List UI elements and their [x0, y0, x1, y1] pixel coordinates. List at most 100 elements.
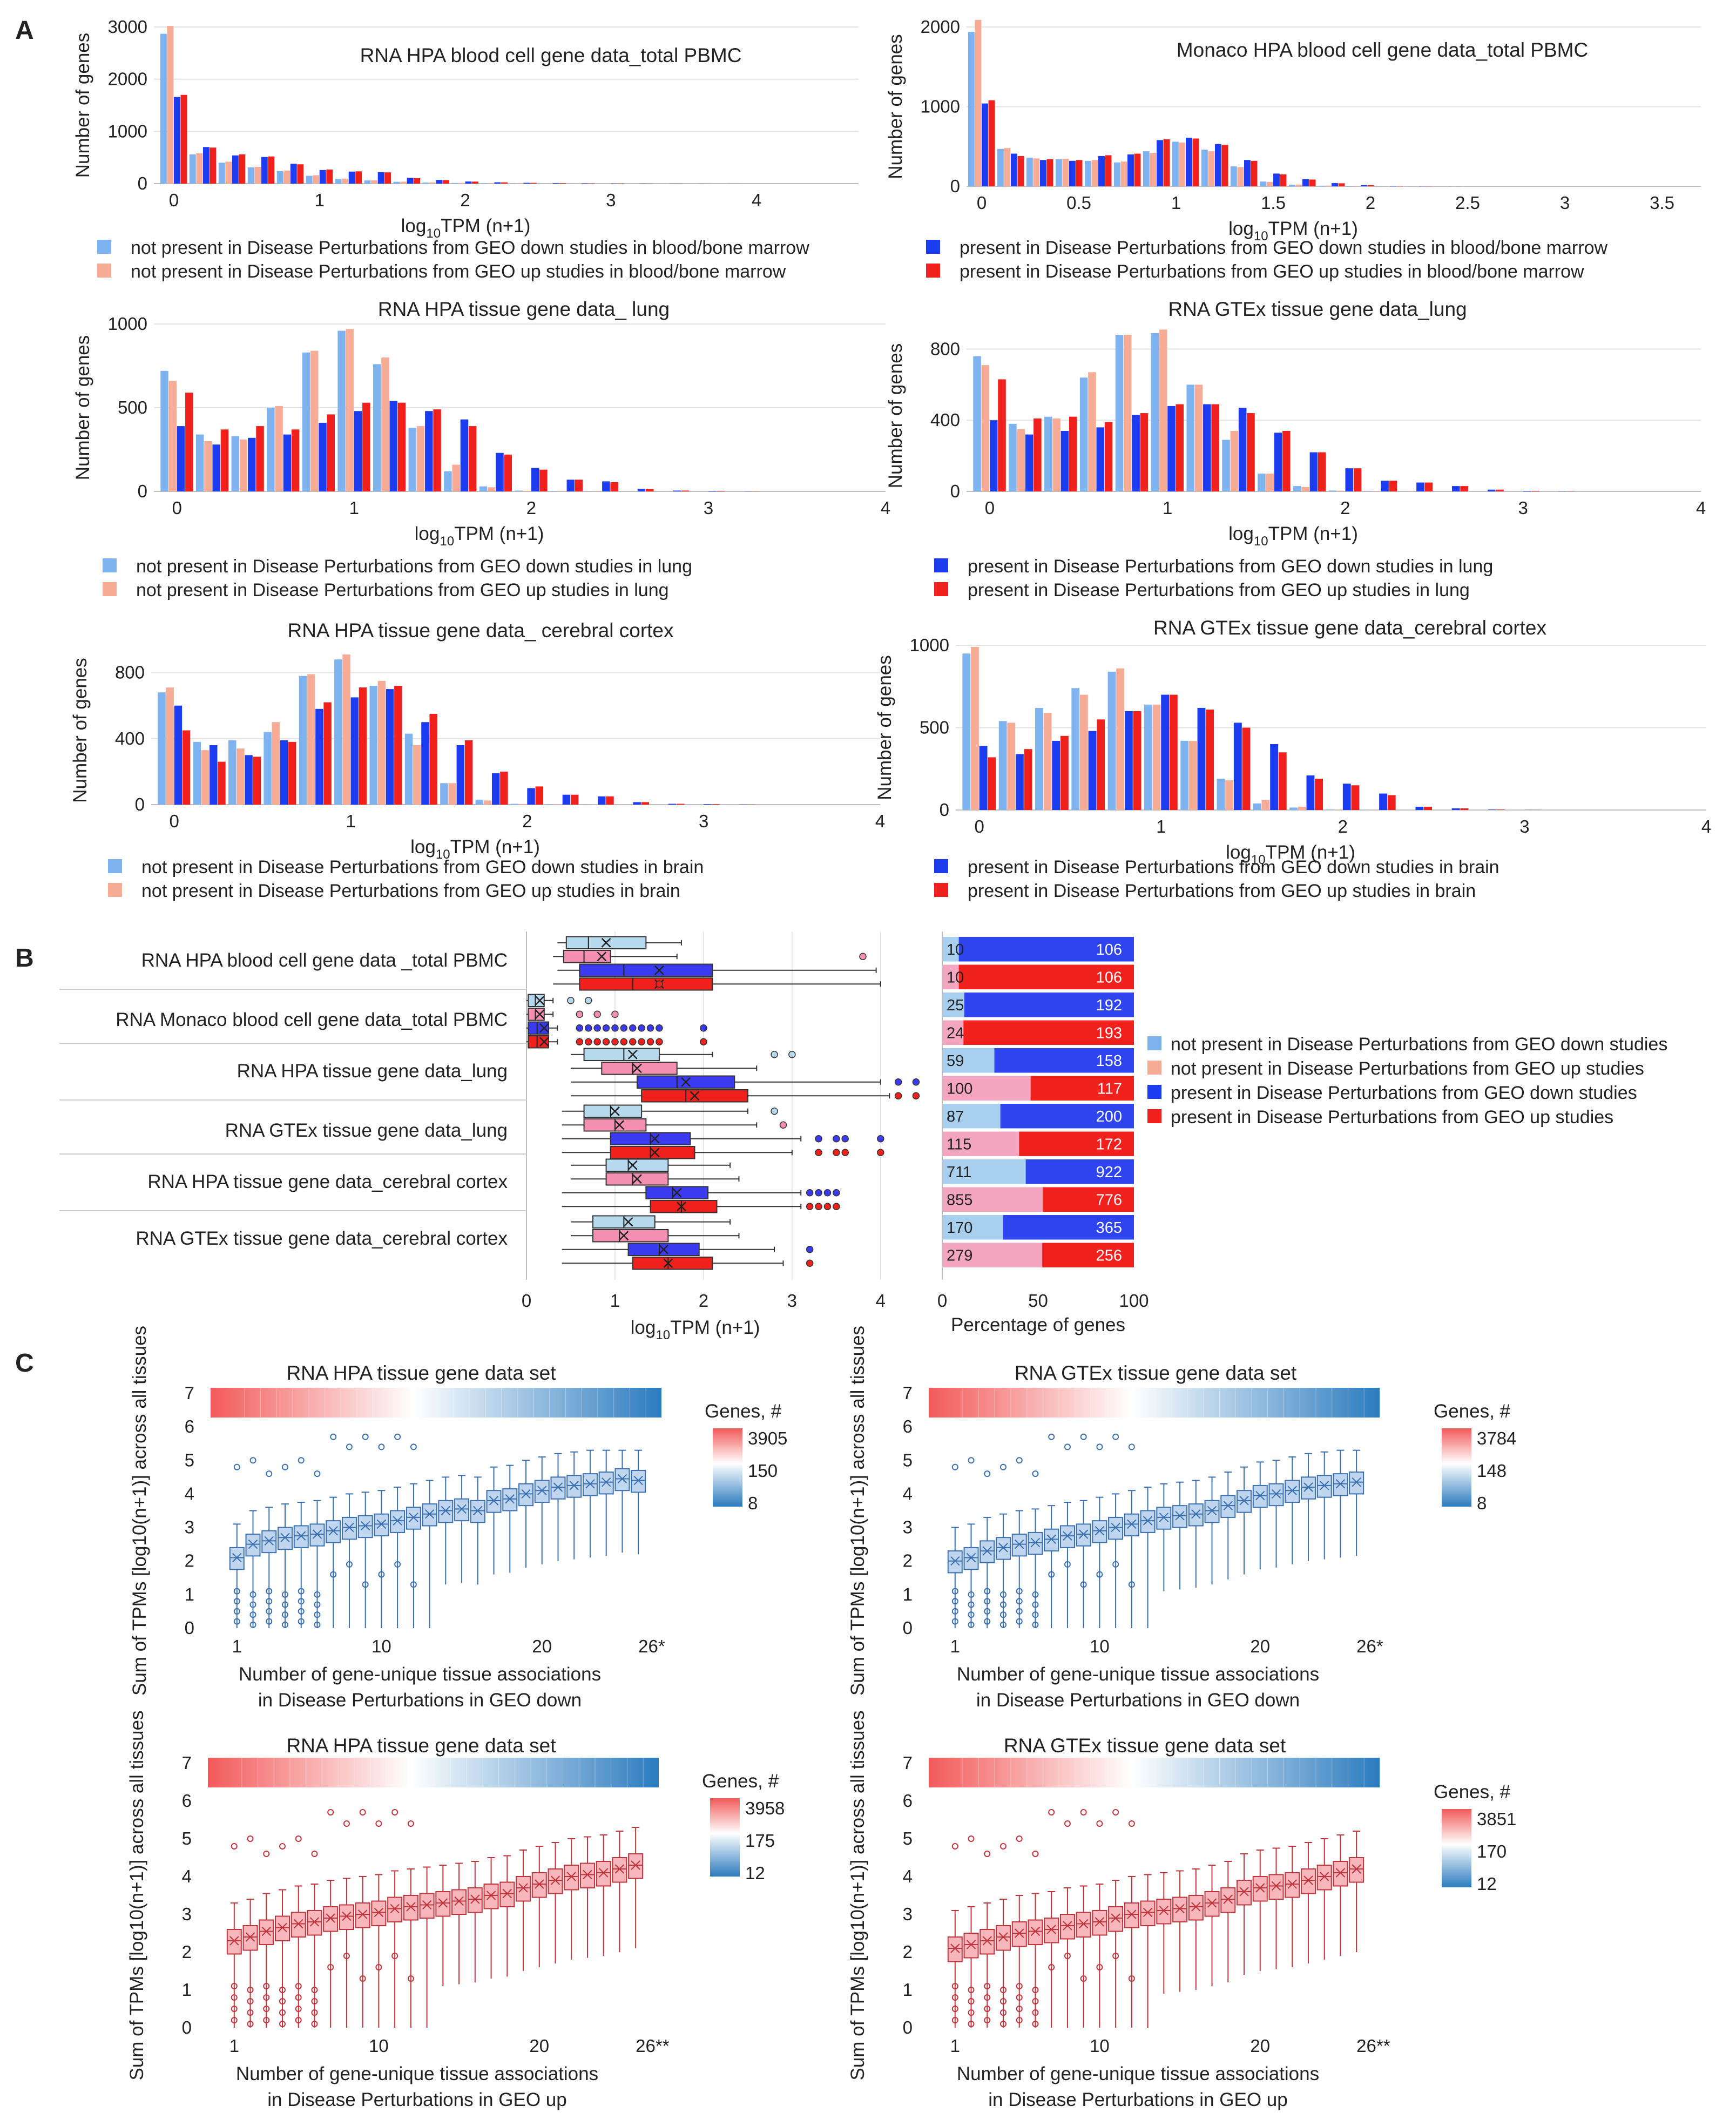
outlier: [1096, 1964, 1103, 1970]
bar: [559, 183, 566, 184]
x-axis-label: in Disease Perturbations in GEO up: [267, 2089, 566, 2110]
bar: [268, 156, 275, 184]
x-tick-label: 20: [532, 1636, 552, 1656]
bar: [1024, 749, 1032, 810]
gradient-value: 148: [1477, 1461, 1507, 1481]
mean-marker: [360, 1521, 370, 1531]
outlier: [638, 1038, 645, 1045]
y-tick-label: 1: [185, 1584, 194, 1604]
panel-b-boxplot: 0 1 2 3 4 log10TPM (n+1) RNA HPA blood cell ge…: [59, 932, 920, 1342]
bar: [1179, 142, 1186, 186]
bar: [1172, 141, 1179, 186]
x-tick-label: 50: [1028, 1291, 1048, 1311]
mean-marker: [1111, 1522, 1120, 1533]
box: [438, 1500, 454, 1523]
gradient-bar: [710, 1798, 740, 1877]
pct-label-not-present: 25: [947, 997, 964, 1014]
bar: [276, 171, 283, 184]
histogram-A4: 0 400 800 0 1 2 3 4 RNA GTEx tissue gene data_lu…: [885, 298, 1706, 600]
histogram-A2: 0 1000 2000 0 0.5 1 1.5 2 2.5 3 3.5 Monaco HPA bloo…: [885, 17, 1701, 282]
bar: [962, 653, 971, 810]
box: [528, 1008, 545, 1021]
mean-marker: [633, 1475, 643, 1486]
bar: [283, 170, 291, 184]
legend-swatch: [108, 883, 122, 897]
box: [483, 1884, 499, 1909]
mean-marker: [535, 1879, 544, 1889]
mean-marker: [261, 1926, 271, 1936]
outlier: [646, 1038, 654, 1045]
box: [610, 1146, 695, 1159]
outlier: [779, 1121, 787, 1129]
bar: [377, 172, 384, 184]
pct-label-not-present: 24: [947, 1025, 964, 1042]
bar: [1351, 785, 1360, 810]
bar: [1088, 372, 1096, 491]
bar: [1046, 159, 1053, 186]
bar: [1274, 433, 1282, 491]
outlier: [281, 1591, 288, 1598]
mean-marker: [505, 1494, 515, 1504]
box: [371, 1900, 387, 1926]
chart-title: RNA GTEx tissue gene data set: [1015, 1362, 1297, 1384]
pct-bar-present: [1025, 1159, 1134, 1184]
mean-marker: [597, 951, 607, 962]
bar: [523, 183, 530, 184]
outlier: [375, 1964, 382, 1970]
box: [1300, 1476, 1316, 1500]
bar: [272, 722, 280, 805]
chart-title: RNA GTEx tissue gene data_lung: [1168, 298, 1467, 320]
bar: [335, 179, 342, 184]
box: [1220, 1887, 1236, 1913]
box: [422, 1503, 437, 1527]
bar: [444, 471, 452, 491]
bar: [1496, 489, 1504, 491]
bar: [1221, 145, 1228, 186]
bar: [275, 406, 283, 491]
outlier: [984, 1598, 991, 1605]
outlier: [984, 1588, 991, 1595]
gradient-value: 8: [1477, 1493, 1487, 1513]
bar: [1217, 779, 1225, 810]
pct-label-not-present: 10: [947, 969, 964, 987]
mean-marker: [1335, 1868, 1346, 1878]
mean-marker: [966, 1553, 976, 1563]
box: [1237, 1490, 1252, 1513]
mean-marker: [1111, 1913, 1120, 1923]
outlier: [378, 1571, 385, 1578]
outlier: [1032, 1591, 1039, 1598]
gene-count-strip: [211, 1388, 661, 1418]
bar: [1116, 668, 1125, 810]
y-tick-label: 1: [182, 1980, 192, 2000]
legend-swatch: [1147, 1085, 1161, 1099]
bar: [504, 454, 512, 491]
outlier: [407, 1820, 414, 1827]
box: [1124, 1902, 1139, 1928]
bar: [1017, 156, 1024, 186]
outlier: [233, 1608, 240, 1615]
bar: [1353, 468, 1362, 491]
bar: [515, 490, 523, 491]
bar: [1194, 384, 1203, 491]
outlier: [1016, 1994, 1023, 2001]
bar: [413, 745, 421, 805]
outlier: [1032, 2021, 1039, 2027]
bar: [491, 773, 500, 805]
mean-marker: [550, 1875, 560, 1885]
mean-marker: [631, 1860, 640, 1870]
outlier: [298, 1608, 305, 1615]
outlier: [1096, 1571, 1103, 1578]
bar: [193, 741, 201, 805]
outlier: [951, 2006, 958, 2012]
outlier: [968, 1621, 975, 1628]
x-tick-label: 1: [610, 1291, 620, 1311]
legend-swatch: [1147, 1036, 1161, 1050]
box: [516, 1876, 531, 1902]
y-tick-label: 5: [903, 1450, 913, 1470]
x-axis-label: log10TPM (n+1): [1228, 523, 1358, 549]
bar: [254, 167, 261, 184]
outlier: [362, 1433, 369, 1440]
bar: [1159, 329, 1167, 491]
bar: [440, 783, 448, 805]
group-label: RNA GTEx tissue gene data_cerebral corte…: [136, 1228, 508, 1249]
